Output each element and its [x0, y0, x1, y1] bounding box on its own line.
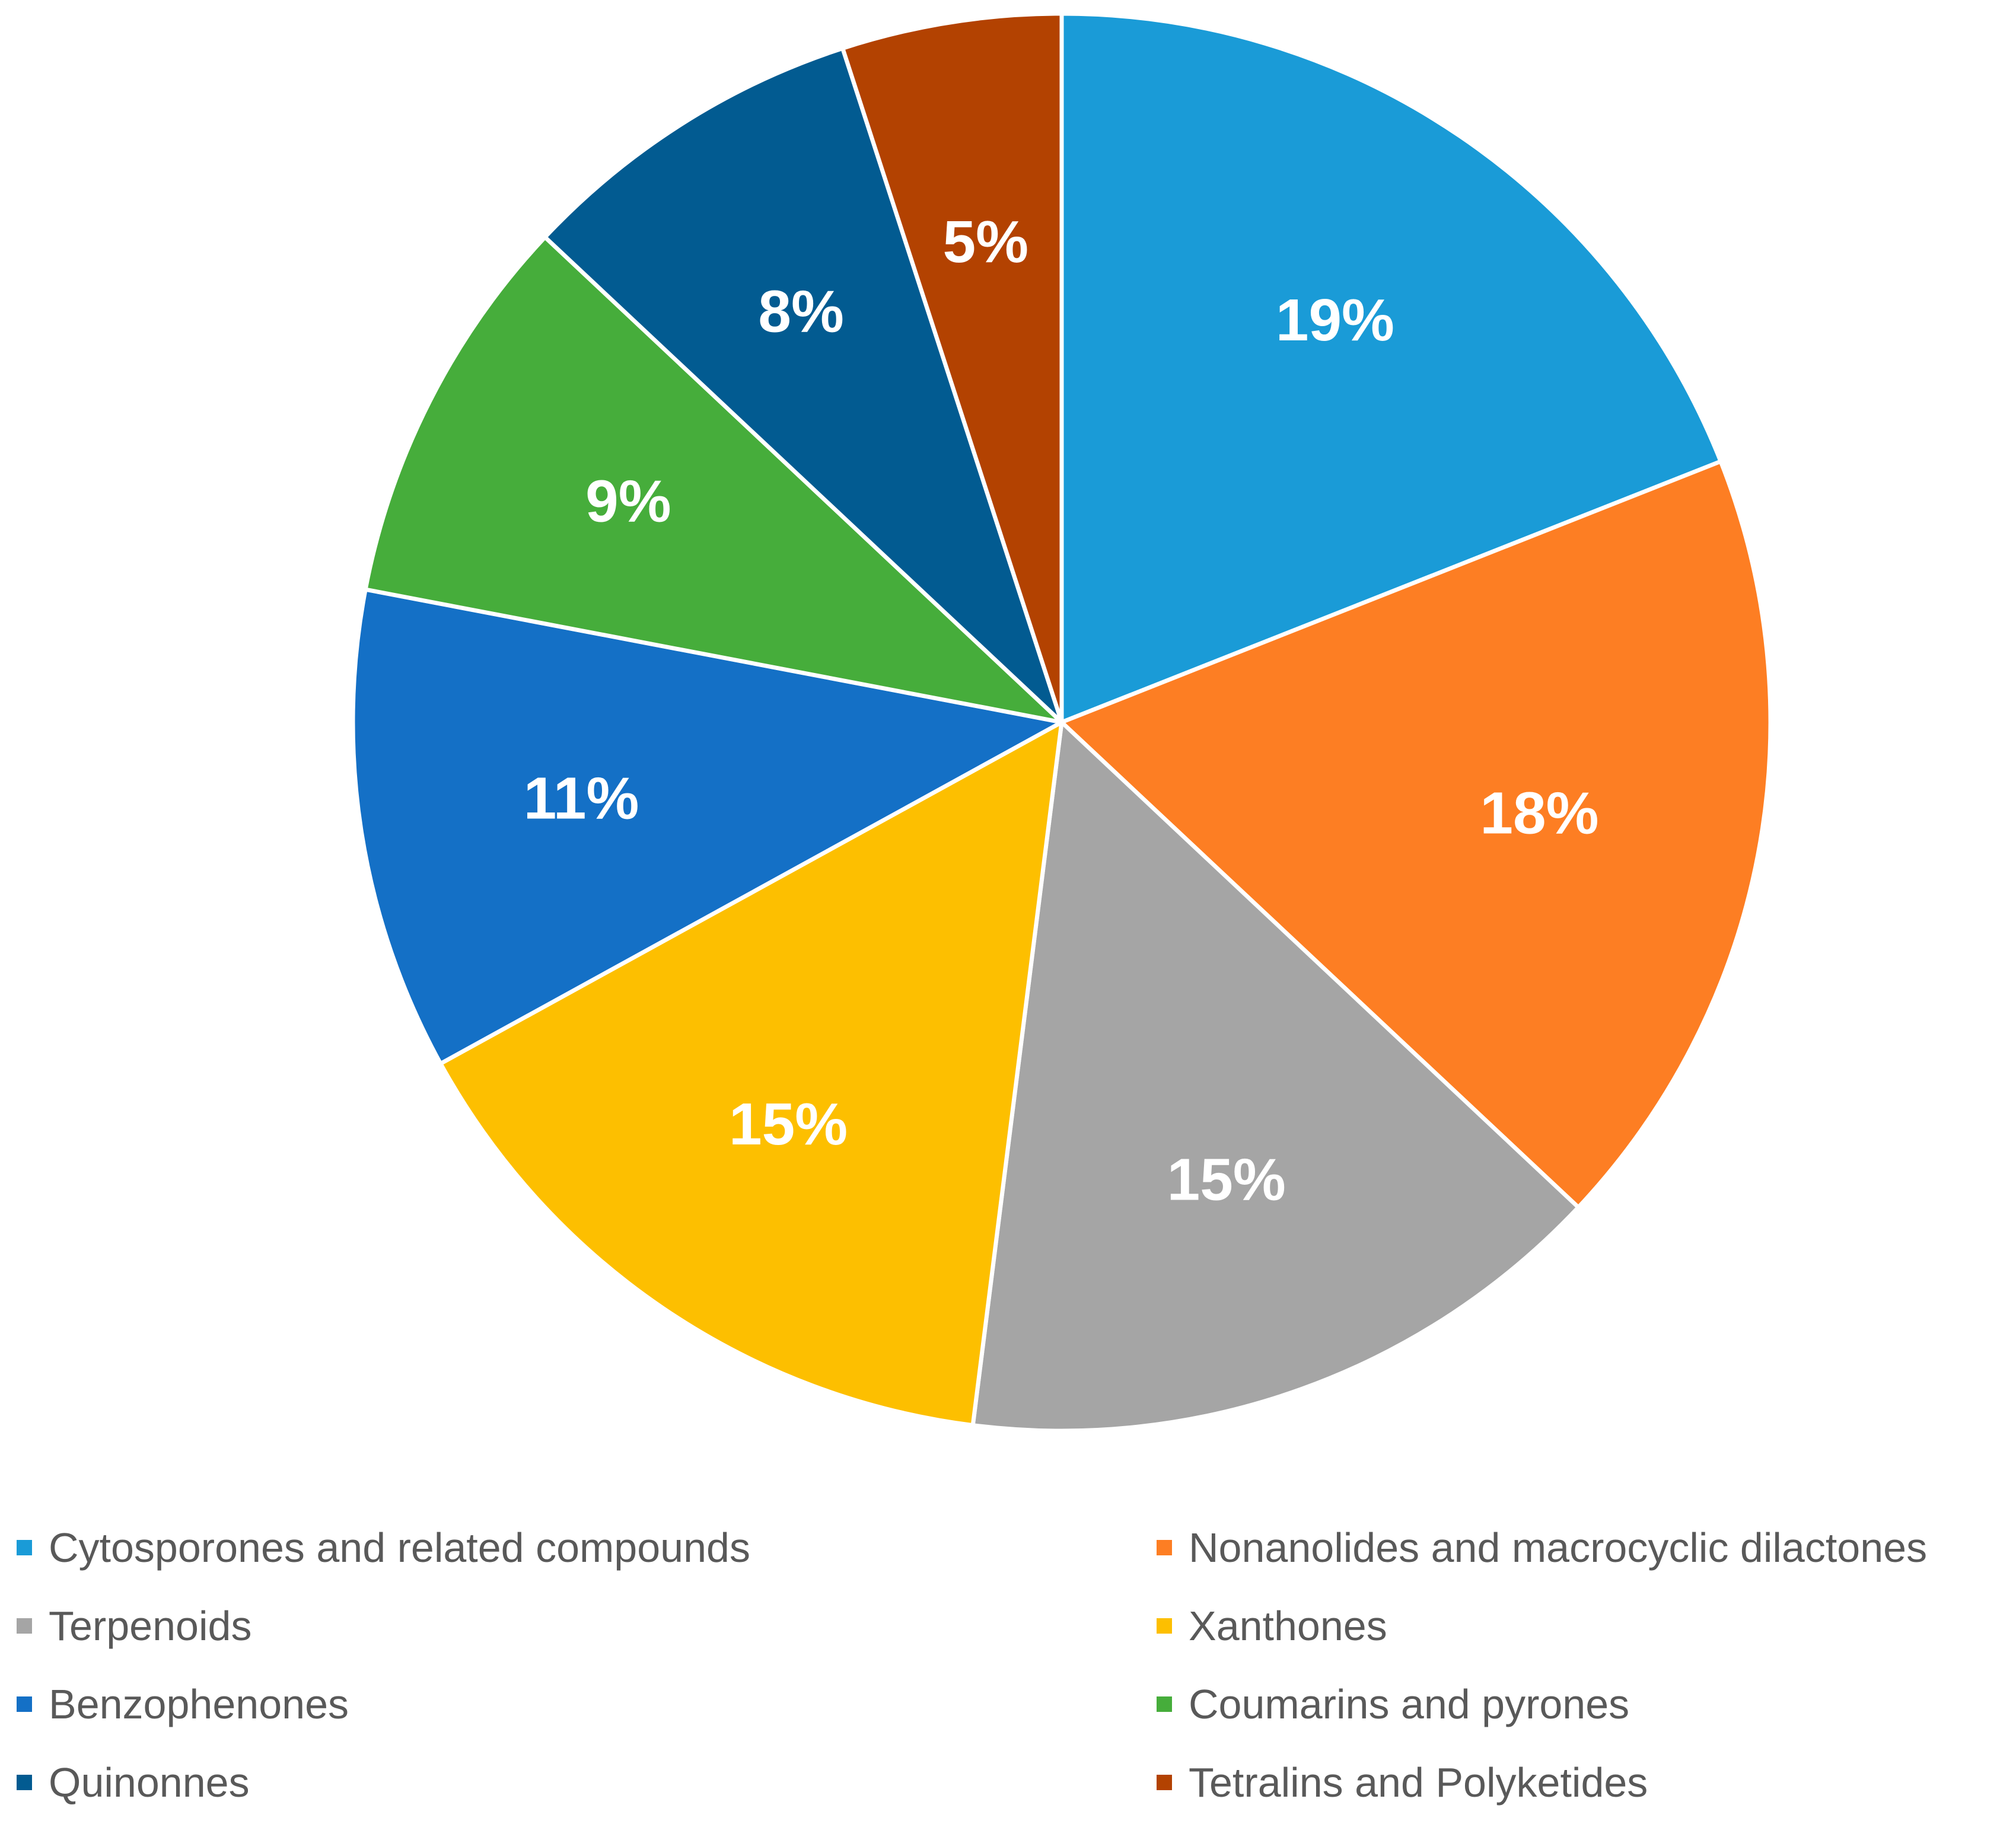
pie-slice-coumarins-and-pyrones: [363, 235, 1064, 725]
legend-label: Benzophenones: [49, 1681, 349, 1727]
legend-swatch: [1157, 1775, 1172, 1790]
data-label-tetralins-and-polyketides: 5%: [942, 209, 1028, 275]
legend-item-tetralins-and-polyketides: Tetralins and Polyketides: [1157, 1759, 1648, 1806]
legend-item-benzophenones: Benzophenones: [17, 1680, 349, 1728]
data-label-coumarins-and-pyrones: 9%: [585, 468, 671, 535]
legend-label: Nonanolides and macrocyclic dilactones: [1189, 1525, 1928, 1571]
pie-slice-quinonnes: [543, 46, 1064, 725]
legend-label: Cytosporones and related compounds: [49, 1525, 750, 1571]
legend-label: Terpenoids: [49, 1603, 252, 1649]
legend-item-xanthones: Xanthones: [1157, 1602, 1387, 1650]
legend-label: Xanthones: [1189, 1603, 1387, 1649]
legend-label: Coumarins and pyrones: [1189, 1681, 1630, 1727]
pie-data-labels: 19% 18% 15% 15% 11% 9% 8% 5%: [524, 209, 1599, 1213]
legend-item-terpenoids: Terpenoids: [17, 1602, 251, 1650]
legend-swatch: [1157, 1618, 1172, 1634]
legend-label: Tetralins and Polyketides: [1189, 1759, 1648, 1806]
data-label-xanthones: 15%: [729, 1091, 848, 1157]
pie-slice-tetralins-and-polyketides: [840, 11, 1064, 725]
legend-swatch: [1157, 1696, 1172, 1712]
pie-slice-terpenoids: [970, 720, 1581, 1433]
legend-item-coumarins-and-pyrones: Coumarins and pyrones: [1157, 1680, 1629, 1728]
legend-item-cytosporones-and-related-compounds: Cytosporones and related compounds: [17, 1524, 750, 1571]
pie-slice-cytosporones-and-related-compounds: [1059, 11, 1723, 725]
legend-swatch: [1157, 1540, 1172, 1555]
legend-swatch: [17, 1540, 32, 1555]
legend-swatch: [17, 1696, 32, 1712]
legend-swatch: [17, 1775, 32, 1790]
legend-item-nonanolides-and-macrocyclic-dilactones: Nonanolides and macrocyclic dilactones: [1157, 1524, 1927, 1571]
data-label-nonanolides-and-macrocyclic-dilactones: 18%: [1480, 780, 1598, 847]
data-label-benzophenones: 11%: [524, 765, 639, 831]
data-label-cytosporones-and-related-compounds: 19%: [1276, 287, 1394, 353]
data-label-terpenoids: 15%: [1167, 1147, 1286, 1213]
pie-slice-nonanolides-and-macrocyclic-dilactones: [1059, 459, 1773, 1210]
legend-label: Quinonnes: [49, 1759, 250, 1806]
pie-slice-benzophenones: [351, 587, 1064, 1066]
pie-slices: [351, 11, 1773, 1433]
legend-item-quinonnes: Quinonnes: [17, 1759, 250, 1806]
legend-swatch: [17, 1618, 32, 1634]
pie-slice-xanthones: [438, 720, 1064, 1428]
chart-legend: Cytosporones and related compounds Nonano…: [0, 1506, 2016, 1821]
data-label-quinonnes: 8%: [758, 279, 844, 345]
